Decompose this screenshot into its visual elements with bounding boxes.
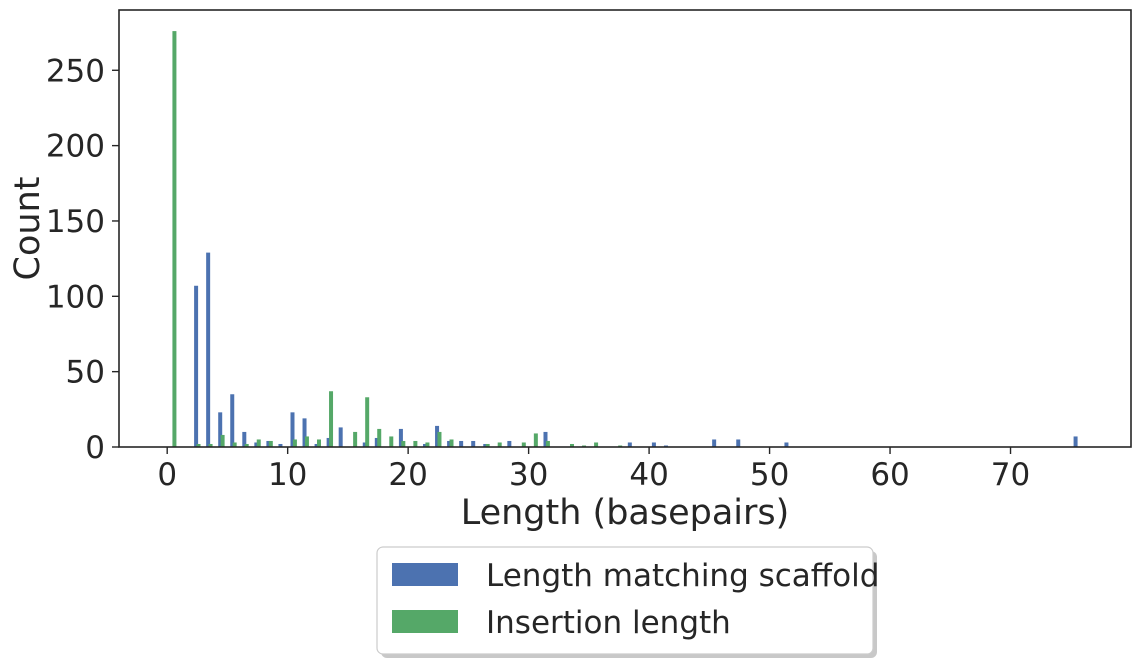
bar-insertion-length [401, 440, 406, 447]
bar-insertion-length [353, 431, 358, 447]
bar-insertion-length [196, 443, 201, 447]
bar-length-matching-scaffold [362, 442, 367, 447]
bar-insertion-length [244, 443, 249, 447]
x-tick-label: 40 [629, 457, 668, 493]
bar-insertion-length [220, 434, 225, 447]
bar-length-matching-scaffold [483, 443, 488, 447]
legend-label-length-matching-scaffold: Length matching scaffold [486, 558, 879, 594]
bar-length-matching-scaffold [447, 440, 452, 447]
y-tick-label: 0 [85, 430, 105, 466]
bar-length-matching-scaffold [507, 440, 512, 447]
bar-insertion-length [569, 443, 574, 447]
bar-insertion-length [425, 442, 430, 447]
bar-insertion-length [292, 439, 297, 447]
x-axis-label: Length (basepairs) [461, 493, 790, 533]
bar-length-matching-scaffold [651, 442, 656, 447]
bar-insertion-length [232, 442, 237, 447]
bar-insertion-length [389, 436, 394, 447]
bar-insertion-length [329, 391, 334, 447]
legend-swatch-insertion-length [392, 610, 458, 633]
bar-length-matching-scaffold [302, 418, 307, 447]
bar-length-matching-scaffold [435, 425, 440, 447]
y-tick-label: 250 [46, 53, 105, 89]
bar-insertion-length [377, 428, 382, 447]
bar-insertion-length [268, 440, 273, 447]
bar-length-matching-scaffold [290, 412, 295, 447]
bar-insertion-length [545, 440, 550, 447]
x-tick-label: 60 [870, 457, 909, 493]
bar-insertion-length [208, 443, 213, 447]
bar-length-matching-scaffold [278, 443, 283, 447]
bar-insertion-length [521, 442, 526, 447]
bar-insertion-length [304, 436, 309, 447]
bar-insertion-length [172, 31, 177, 447]
bar-length-matching-scaffold [712, 439, 717, 447]
bar-length-matching-scaffold [398, 428, 403, 447]
x-axis-ticks: 0 10 20 30 40 50 60 70 [157, 447, 1030, 493]
bar-length-matching-scaffold [543, 431, 548, 447]
bar-insertion-length [365, 397, 370, 447]
bar-length-matching-scaffold [471, 440, 476, 447]
y-tick-label: 100 [46, 279, 105, 315]
bar-length-matching-scaffold [459, 440, 464, 447]
bar-length-matching-scaffold [218, 412, 223, 447]
bar-length-matching-scaffold [206, 252, 211, 447]
bar-length-matching-scaffold [338, 427, 343, 447]
bar-length-matching-scaffold [194, 285, 199, 447]
x-tick-label: 10 [268, 457, 307, 493]
bar-length-matching-scaffold [736, 439, 741, 447]
x-tick-label: 70 [991, 457, 1030, 493]
legend: Length matching scaffold Insertion lengt… [376, 546, 879, 658]
x-tick-label: 20 [388, 457, 427, 493]
bar-insertion-length [316, 439, 321, 447]
bar-length-matching-scaffold [266, 440, 271, 447]
bar-length-matching-scaffold [374, 437, 379, 447]
bar-length-matching-scaffold [627, 442, 632, 447]
bar-insertion-length [594, 442, 599, 447]
y-tick-label: 150 [46, 204, 105, 240]
bar-length-matching-scaffold [784, 442, 789, 447]
legend-swatch-length-matching-scaffold [392, 563, 458, 586]
bars-layer [172, 31, 1078, 447]
bar-insertion-length [437, 431, 442, 447]
legend-box [376, 546, 874, 655]
bar-insertion-length [485, 443, 490, 447]
bar-insertion-length [533, 433, 538, 447]
bar-length-matching-scaffold [326, 437, 331, 447]
plot-frame [118, 9, 1132, 448]
bar-length-matching-scaffold [1073, 436, 1078, 447]
bar-insertion-length [449, 439, 454, 447]
bar-insertion-length [413, 440, 418, 447]
bar-length-matching-scaffold [423, 443, 428, 447]
bar-length-matching-scaffold [242, 431, 247, 447]
y-tick-label: 50 [66, 355, 105, 391]
x-tick-label: 50 [750, 457, 789, 493]
x-tick-label: 0 [157, 457, 177, 493]
y-axis-ticks: 0 50 100 150 200 250 [46, 53, 119, 466]
x-tick-label: 30 [509, 457, 548, 493]
bar-length-matching-scaffold [314, 443, 319, 447]
bar-insertion-length [256, 439, 261, 447]
bar-length-matching-scaffold [230, 394, 235, 447]
bar-insertion-length [497, 442, 502, 447]
y-tick-label: 200 [46, 129, 105, 165]
bar-length-matching-scaffold [254, 442, 259, 447]
y-axis-label: Count [8, 177, 48, 281]
legend-label-insertion-length: Insertion length [486, 605, 731, 641]
